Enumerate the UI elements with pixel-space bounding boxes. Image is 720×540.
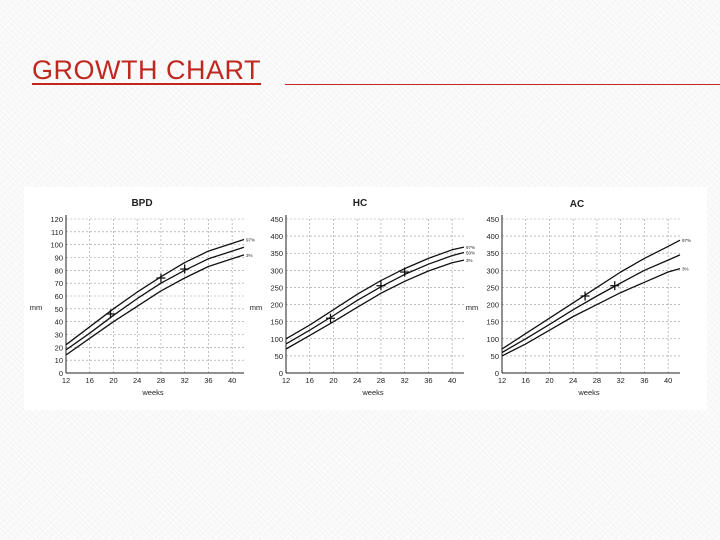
series-label: 50% (466, 251, 475, 256)
series-label: 3% (682, 267, 689, 272)
series-label: 3% (466, 258, 473, 263)
y-tick-label: 70 (55, 279, 63, 288)
y-tick-label: 90 (55, 254, 63, 263)
x-tick-label: 32 (400, 376, 408, 385)
x-tick-label: 40 (448, 376, 456, 385)
x-tick-label: 20 (329, 376, 337, 385)
x-tick-label: 20 (545, 376, 553, 385)
x-tick-label: 40 (228, 376, 236, 385)
x-axis-label: weeks (141, 388, 164, 397)
chart-title: HC (353, 198, 367, 209)
slide-title: GROWTH CHART (32, 55, 261, 85)
y-tick-label: 40 (55, 318, 63, 327)
y-tick-label: 30 (55, 331, 63, 340)
chart-title: AC (570, 199, 584, 210)
x-tick-label: 16 (306, 376, 314, 385)
x-tick-label: 24 (353, 376, 361, 385)
x-axis-label: weeks (361, 388, 384, 397)
y-tick-label: 50 (55, 305, 63, 314)
x-tick-label: 16 (86, 376, 94, 385)
x-tick-label: 12 (498, 376, 506, 385)
y-tick-label: 0 (495, 369, 499, 378)
y-tick-label: 400 (486, 232, 499, 241)
y-tick-label: 50 (275, 352, 283, 361)
x-axis-label: weeks (577, 388, 600, 397)
series-line-3 (285, 259, 465, 350)
y-axis-label: mm (30, 303, 43, 312)
y-tick-label: 0 (279, 369, 283, 378)
y-tick-label: 450 (270, 215, 283, 224)
chart-panel-hc: HC 0 50 100 150 200 250 300 350 400 450 12 16 20 24 28 3… (250, 198, 475, 397)
y-axis-label: mm (250, 303, 263, 312)
chart-panel-bpd: BPD 0 10 20 30 40 50 60 70 80 90 100 110 120 12 16 20 24 2… (30, 198, 255, 397)
x-tick-label: 36 (424, 376, 432, 385)
x-tick-label: 28 (157, 376, 165, 385)
y-tick-label: 350 (486, 249, 499, 258)
x-tick-label: 16 (522, 376, 530, 385)
y-tick-label: 200 (486, 301, 499, 310)
y-tick-label: 300 (486, 266, 499, 275)
y-tick-label: 100 (50, 241, 63, 250)
series-line-3 (65, 254, 245, 356)
x-tick-label: 24 (133, 376, 141, 385)
title-rule (285, 84, 720, 85)
x-tick-label: 28 (377, 376, 385, 385)
data-marker (156, 273, 166, 283)
y-axis-label: mm (466, 303, 479, 312)
series-line-2 (65, 246, 245, 351)
y-tick-label: 110 (51, 228, 63, 237)
data-marker (400, 267, 410, 277)
y-tick-label: 100 (270, 335, 283, 344)
data-marker (610, 281, 620, 291)
y-tick-label: 150 (270, 318, 283, 327)
x-tick-label: 28 (593, 376, 601, 385)
data-marker (580, 291, 590, 301)
series-label: 97% (682, 238, 691, 243)
x-tick-label: 12 (282, 376, 290, 385)
y-tick-label: 20 (55, 343, 63, 352)
chart-panel-ac: AC 0 50 100 150 200 250 300 350 400 450 12 16 20 24 28 3… (466, 199, 691, 397)
y-tick-label: 150 (486, 318, 499, 327)
y-tick-label: 10 (55, 356, 63, 365)
y-tick-label: 250 (270, 283, 283, 292)
series-label: 97% (466, 245, 475, 250)
x-tick-label: 32 (180, 376, 188, 385)
data-marker (106, 309, 115, 319)
chart-title: BPD (131, 198, 152, 209)
x-tick-label: 36 (204, 376, 212, 385)
y-tick-label: 100 (486, 335, 499, 344)
series-line-3 (501, 267, 681, 357)
series-line-2 (285, 251, 465, 345)
series-label: 3% (246, 253, 253, 258)
x-tick-label: 20 (109, 376, 117, 385)
x-tick-label: 32 (616, 376, 624, 385)
y-tick-label: 300 (270, 266, 283, 275)
x-tick-label: 40 (664, 376, 672, 385)
x-tick-label: 36 (640, 376, 648, 385)
y-tick-label: 400 (270, 232, 283, 241)
x-tick-label: 24 (569, 376, 577, 385)
y-tick-label: 200 (270, 301, 283, 310)
data-marker (180, 264, 190, 274)
series-line-1 (285, 246, 465, 340)
y-tick-label: 450 (486, 215, 499, 224)
growth-chart-figure: BPD 0 10 20 30 40 50 60 70 80 90 100 110 120 12 16 20 24 2… (24, 187, 707, 410)
y-tick-label: 350 (270, 249, 283, 258)
y-tick-label: 60 (55, 292, 63, 301)
y-tick-label: 80 (55, 266, 63, 275)
data-marker (376, 281, 386, 291)
y-tick-label: 250 (486, 283, 499, 292)
series-line-2 (501, 254, 681, 354)
x-tick-label: 12 (62, 376, 70, 385)
series-label: 97% (246, 238, 255, 243)
y-tick-label: 50 (491, 352, 499, 361)
y-tick-label: 120 (50, 215, 63, 224)
series-line-1 (501, 239, 681, 350)
y-tick-label: 0 (59, 369, 63, 378)
data-marker (326, 313, 335, 323)
